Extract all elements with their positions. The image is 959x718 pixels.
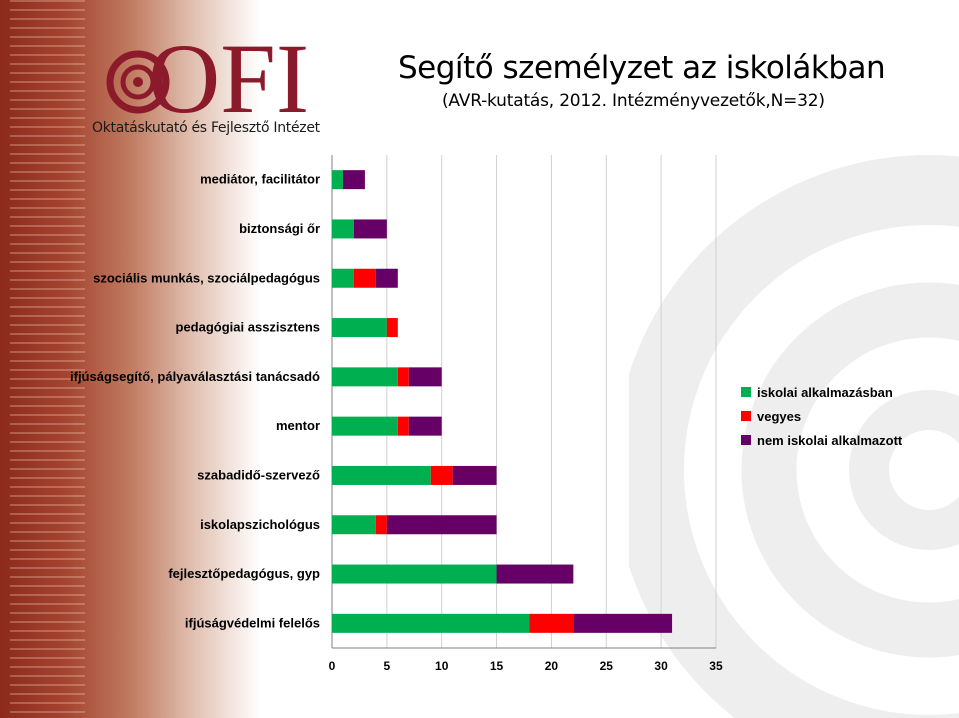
bar-9-series-1: [529, 613, 574, 633]
legend-label-nem-iskolai: nem iskolai alkalmazott: [757, 432, 903, 448]
bar-0-series-2: [342, 170, 365, 190]
category-label-7: iskolapszichológus: [200, 517, 320, 532]
legend-swatch-iskolai: [741, 387, 751, 397]
bar-9-series-2: [573, 613, 673, 633]
bar-5-series-2: [408, 416, 442, 436]
bar-2-series-2: [375, 268, 398, 288]
decorative-stripes: [10, 0, 85, 718]
bar-8-series-2: [496, 564, 574, 584]
bar-4-series-1: [397, 367, 409, 387]
category-label-4: ifjúságsegítő, pályaválasztási tanácsadó: [70, 369, 320, 384]
bar-7-series-0: [332, 515, 376, 535]
bar-1-series-2: [353, 219, 387, 239]
category-label-0: mediátor, facilitátor: [200, 172, 320, 187]
logo-text: OFI: [148, 23, 308, 122]
legend-item-iskolai: iskolai alkalmazásban: [741, 380, 902, 404]
category-label-5: mentor: [276, 418, 320, 433]
x-tick-label-10: 10: [435, 659, 449, 673]
bar-7-series-1: [375, 515, 387, 535]
x-tick-label-20: 20: [545, 659, 559, 673]
bar-6-series-1: [430, 465, 453, 485]
legend-item-vegyes: vegyes: [741, 404, 902, 428]
category-label-9: ifjúságvédelmi felelős: [185, 615, 320, 630]
category-label-1: biztonsági őr: [239, 221, 320, 236]
legend-label-iskolai: iskolai alkalmazásban: [757, 384, 893, 400]
decorative-swirl-background: [629, 155, 959, 718]
bar-3-series-0: [332, 318, 387, 338]
bar-6-series-0: [332, 465, 431, 485]
x-tick-label-0: 0: [329, 659, 336, 673]
ofi-logo: OFI: [106, 23, 308, 122]
bar-4-series-2: [408, 367, 442, 387]
bar-9-series-0: [332, 613, 530, 633]
bar-6-series-2: [452, 465, 497, 485]
bar-0-series-0: [332, 170, 343, 190]
bar-5-series-0: [332, 416, 398, 436]
bar-2-series-1: [353, 268, 376, 288]
legend-swatch-nem-iskolai: [741, 435, 751, 445]
x-tick-label-15: 15: [490, 659, 504, 673]
x-tick-label-5: 5: [384, 659, 391, 673]
bar-5-series-1: [397, 416, 409, 436]
page-subtitle: (AVR-kutatás, 2012. Intézményvezetők,N=3…: [442, 91, 825, 111]
bar-3-series-1: [386, 318, 398, 338]
x-tick-label-30: 30: [654, 659, 668, 673]
bar-2-series-0: [332, 268, 354, 288]
logo-caption: Oktatáskutató és Fejlesztő Intézet: [92, 120, 320, 136]
category-label-6: szabadidő-szervező: [197, 467, 320, 482]
legend-swatch-vegyes: [741, 411, 751, 421]
chart-legend: iskolai alkalmazásban vegyes nem iskolai…: [741, 380, 902, 452]
x-tick-label-25: 25: [600, 659, 614, 673]
category-label-3: pedagógiai asszisztens: [176, 320, 321, 335]
x-tick-label-35: 35: [709, 659, 723, 673]
category-label-8: fejlesztőpedagógus, gyp: [168, 566, 320, 581]
decorative-left-band: [0, 0, 260, 718]
legend-item-nem-iskolai: nem iskolai alkalmazott: [741, 428, 902, 452]
bar-8-series-0: [332, 564, 497, 584]
bar-1-series-0: [332, 219, 354, 239]
page-title: Segítő személyzet az iskolákban: [398, 50, 886, 86]
bar-7-series-2: [386, 515, 497, 535]
bar-4-series-0: [332, 367, 398, 387]
category-label-2: szociális munkás, szociálpedagógus: [93, 270, 320, 285]
legend-label-vegyes: vegyes: [757, 408, 802, 424]
